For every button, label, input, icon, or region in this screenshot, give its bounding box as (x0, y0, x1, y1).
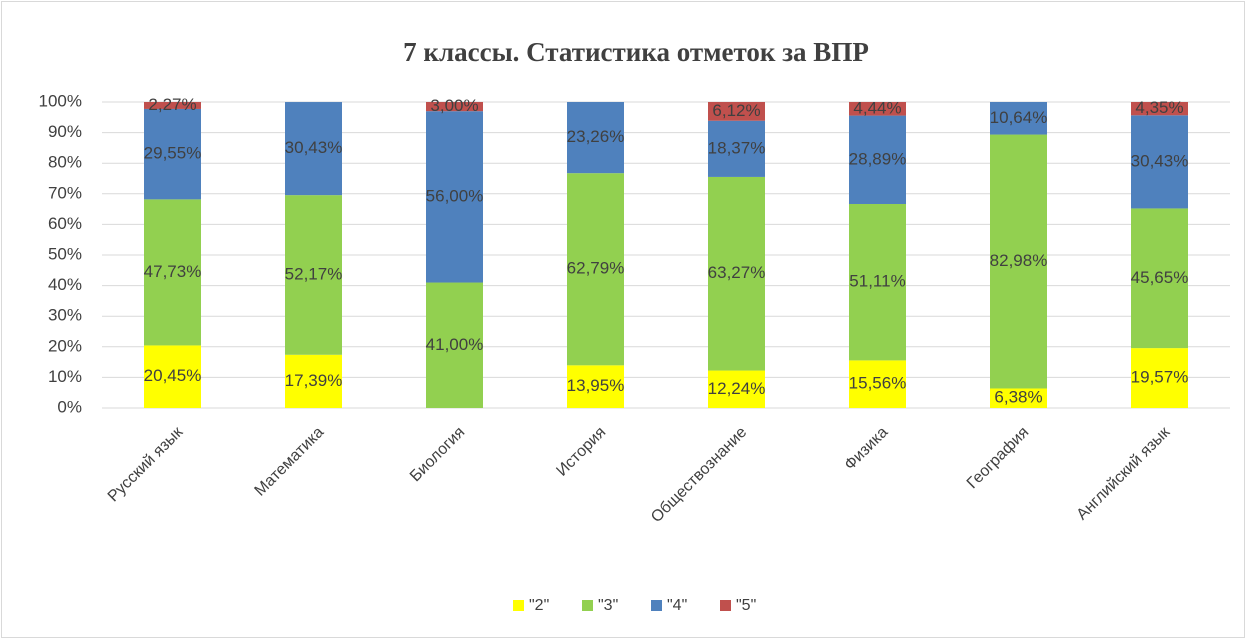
bar-segment (285, 195, 342, 355)
data-label: 47,73% (144, 262, 202, 281)
legend-label: "4" (667, 597, 687, 614)
bar-segment (144, 108, 201, 200)
legend-swatch (582, 600, 593, 611)
data-label: 15,56% (849, 374, 907, 393)
data-label: 18,37% (708, 138, 766, 157)
data-label: 6,12% (712, 101, 760, 120)
data-label: 10,64% (990, 108, 1048, 127)
legend-swatch (513, 600, 524, 611)
bar-segment (849, 360, 906, 408)
bar-segment (567, 102, 624, 174)
data-label: 19,57% (1131, 368, 1189, 387)
bar-segment (849, 102, 906, 116)
data-label: 51,11% (849, 272, 905, 291)
data-label: 56,00% (426, 186, 484, 205)
bar-segment (285, 354, 342, 408)
bar-segment (990, 388, 1047, 408)
data-label: 6,38% (994, 388, 1042, 407)
data-label: 29,55% (144, 144, 202, 163)
y-tick-label: 0% (57, 397, 82, 416)
bar-segment (567, 365, 624, 408)
bar-segment (708, 370, 765, 408)
bar-segment (426, 282, 483, 408)
bar-segment (1131, 102, 1188, 116)
bar-segment (849, 203, 906, 361)
data-label: 82,98% (990, 251, 1048, 270)
data-label: 3,00% (430, 96, 478, 115)
y-tick-label: 20% (48, 336, 82, 355)
chart-title: 7 классы. Статистика отметок за ВПР (403, 37, 869, 67)
bar-segment (1131, 208, 1188, 349)
bar-segment (849, 115, 906, 204)
data-label: 23,26% (567, 127, 625, 146)
y-tick-label: 100% (39, 91, 82, 110)
y-tick-label: 60% (48, 214, 82, 233)
y-tick-label: 30% (48, 306, 82, 325)
data-label: 62,79% (567, 259, 625, 278)
data-label: 45,65% (1131, 268, 1189, 287)
bar-segment (144, 102, 201, 109)
data-label: 4,44% (853, 98, 901, 117)
data-label: 41,00% (426, 335, 484, 354)
bar-segment (144, 345, 201, 408)
bar-segment (285, 102, 342, 196)
data-label: 2,27% (148, 95, 196, 114)
legend-swatch (651, 600, 662, 611)
data-label: 17,39% (285, 371, 343, 390)
bar-segment (144, 199, 201, 346)
y-tick-label: 70% (48, 183, 82, 202)
data-label: 63,27% (708, 263, 766, 282)
legend-label: "3" (598, 597, 618, 614)
legend-label: "5" (736, 597, 756, 614)
data-label: 20,45% (144, 366, 202, 385)
data-label: 13,95% (567, 376, 625, 395)
y-tick-label: 50% (48, 244, 82, 263)
legend-label: "2" (529, 597, 549, 614)
y-tick-label: 90% (48, 122, 82, 141)
data-label: 30,43% (285, 138, 343, 157)
bar-segment (708, 102, 765, 121)
bar-segment (708, 176, 765, 371)
bar-segment (1131, 115, 1188, 209)
bar-segment (426, 102, 483, 112)
bar-segment (990, 102, 1047, 135)
y-tick-label: 10% (48, 367, 82, 386)
data-label: 30,43% (1131, 151, 1189, 170)
y-tick-label: 80% (48, 153, 82, 172)
data-label: 4,35% (1135, 98, 1183, 117)
y-tick-label: 40% (48, 275, 82, 294)
bar-segment (567, 173, 624, 366)
bar-segment (708, 120, 765, 177)
data-label: 12,24% (708, 379, 766, 398)
bar-segment (1131, 348, 1188, 408)
bar-segment (426, 111, 483, 283)
legend-swatch (720, 600, 731, 611)
data-label: 52,17% (285, 264, 343, 283)
bar-segment (990, 134, 1047, 389)
data-label: 28,89% (849, 149, 907, 168)
